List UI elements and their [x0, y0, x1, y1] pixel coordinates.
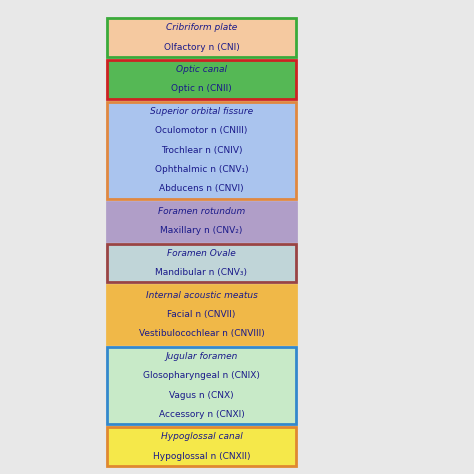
- Bar: [107, 101, 296, 199]
- Text: Internal acoustic meatus: Internal acoustic meatus: [146, 291, 257, 300]
- Bar: [107, 285, 296, 344]
- Text: Mandibular n (CNV₃): Mandibular n (CNV₃): [155, 268, 247, 277]
- Text: Trochlear n (CNIV): Trochlear n (CNIV): [161, 146, 242, 155]
- Text: Hypoglossal canal: Hypoglossal canal: [161, 432, 242, 441]
- Text: Foramen Ovale: Foramen Ovale: [167, 249, 236, 258]
- Bar: [107, 60, 296, 99]
- Text: Maxillary n (CNV₂): Maxillary n (CNV₂): [160, 226, 243, 235]
- Text: Vagus n (CNX): Vagus n (CNX): [169, 391, 234, 400]
- Text: Foramen rotundum: Foramen rotundum: [158, 207, 245, 216]
- Bar: [107, 427, 296, 466]
- Text: Cribriform plate: Cribriform plate: [166, 23, 237, 32]
- Text: Vestibulocochlear n (CNVIII): Vestibulocochlear n (CNVIII): [138, 329, 264, 338]
- Bar: [107, 244, 296, 283]
- Text: Superior orbital fissure: Superior orbital fissure: [150, 107, 253, 116]
- Bar: [107, 18, 296, 57]
- Bar: [107, 346, 296, 424]
- Text: Optic canal: Optic canal: [176, 65, 227, 74]
- Text: Glosopharyngeal n (CNIX): Glosopharyngeal n (CNIX): [143, 371, 260, 380]
- Text: Hypoglossal n (CNXII): Hypoglossal n (CNXII): [153, 452, 250, 461]
- Text: Abducens n (CNVI): Abducens n (CNVI): [159, 184, 244, 193]
- Text: Facial n (CNVII): Facial n (CNVII): [167, 310, 236, 319]
- Text: Olfactory n (CNI): Olfactory n (CNI): [164, 43, 239, 52]
- Bar: [107, 201, 296, 240]
- Text: Accessory n (CNXI): Accessory n (CNXI): [159, 410, 244, 419]
- Text: Optic n (CNII): Optic n (CNII): [171, 84, 232, 93]
- Text: Oculomotor n (CNIII): Oculomotor n (CNIII): [155, 126, 247, 135]
- Text: Jugular foramen: Jugular foramen: [165, 352, 237, 361]
- Text: Ophthalmic n (CNV₁): Ophthalmic n (CNV₁): [155, 165, 248, 174]
